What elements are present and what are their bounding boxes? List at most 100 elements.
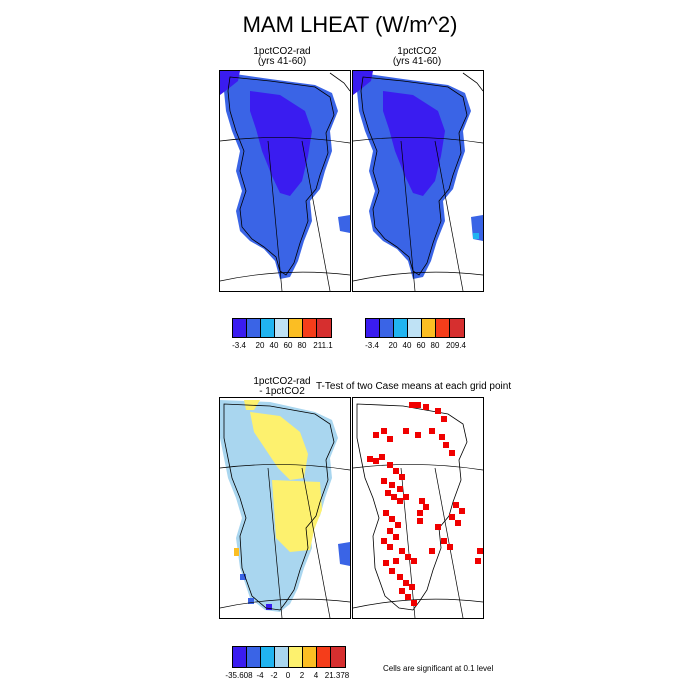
significant-cell bbox=[387, 544, 393, 550]
colorbar-label: 80 bbox=[297, 341, 307, 350]
greenland-map-2 bbox=[353, 71, 483, 291]
significant-cell bbox=[423, 504, 429, 510]
significant-cell bbox=[429, 428, 435, 434]
panel2-title-line1: 1pctCO2 bbox=[397, 46, 437, 57]
significant-cell bbox=[383, 560, 389, 566]
latitude-line-1 bbox=[353, 464, 483, 471]
map-panel-difference bbox=[219, 397, 351, 619]
significant-cell bbox=[441, 416, 447, 422]
colorbar-label: 209.4 bbox=[445, 341, 467, 350]
significant-cell bbox=[387, 462, 393, 468]
colorbar-box bbox=[380, 319, 394, 337]
significance-note: Cells are significant at 0.1 level bbox=[383, 664, 494, 673]
longitude-line-2 bbox=[434, 467, 464, 618]
latitude-line-2 bbox=[220, 271, 350, 282]
figure-title: MAM LHEAT (W/m^2) bbox=[242, 12, 458, 37]
colorbar-label: 40 bbox=[402, 341, 412, 350]
positive-region-north bbox=[250, 412, 308, 480]
greenland-map-ttest bbox=[353, 402, 483, 618]
latitude-line-1 bbox=[220, 464, 350, 471]
colorbar-label: -35.608 bbox=[225, 671, 253, 680]
interior-region bbox=[383, 91, 445, 196]
colorbar-box bbox=[303, 319, 317, 337]
interior-region bbox=[250, 91, 312, 196]
significant-cell bbox=[403, 428, 409, 434]
iceland-light-cell bbox=[473, 233, 479, 239]
coastline bbox=[223, 403, 335, 611]
colorbar-box bbox=[275, 319, 289, 337]
significant-cell bbox=[423, 404, 429, 410]
significant-cell bbox=[409, 402, 415, 408]
significant-cell bbox=[429, 548, 435, 554]
significant-cell bbox=[397, 486, 403, 492]
significant-cell bbox=[449, 514, 455, 520]
greenland-map-difference bbox=[220, 400, 350, 618]
colorbar-label: -4 bbox=[256, 671, 264, 680]
significant-cell bbox=[385, 490, 391, 496]
colorbar-label: 20 bbox=[388, 341, 398, 350]
colorbar-box bbox=[450, 319, 464, 337]
blue-cell-1 bbox=[240, 574, 246, 580]
colorbar-box bbox=[317, 647, 331, 667]
colorbar-label: 20 bbox=[255, 341, 265, 350]
significant-cell bbox=[393, 534, 399, 540]
colorbar-box bbox=[436, 319, 450, 337]
positive-region-south bbox=[272, 480, 322, 552]
panel3-title: 1pctCO2-rad - 1pctCO2 bbox=[237, 377, 327, 397]
panel4-title: T-Test of two Case means at each grid po… bbox=[316, 381, 512, 392]
significant-cell bbox=[453, 502, 459, 508]
longitude-line-1 bbox=[400, 467, 416, 618]
significant-cell bbox=[403, 494, 409, 500]
colorbar-label: 80 bbox=[430, 341, 440, 350]
longitude-line-2 bbox=[434, 140, 464, 291]
panel1-title: 1pctCO2-rad (yrs 41-60) bbox=[237, 47, 327, 67]
significant-cell bbox=[409, 584, 415, 590]
colorbar-box bbox=[247, 319, 261, 337]
significant-cell bbox=[439, 434, 445, 440]
longitude-line-1 bbox=[267, 467, 283, 618]
colorbar-box bbox=[233, 647, 247, 667]
iceland-patch bbox=[338, 542, 350, 566]
significant-cell bbox=[455, 520, 461, 526]
orange-cell-west bbox=[234, 548, 239, 556]
colorbar-label: -2 bbox=[270, 671, 278, 680]
blue-cell-2 bbox=[248, 598, 254, 604]
latitude-line-1 bbox=[220, 137, 350, 144]
significant-cell bbox=[411, 558, 417, 564]
colorbar-box bbox=[289, 647, 303, 667]
colorbar-label: 60 bbox=[416, 341, 426, 350]
colorbar-label: -3.4 bbox=[232, 341, 246, 350]
colorbar-panel2 bbox=[365, 318, 465, 338]
significant-cell bbox=[373, 458, 379, 464]
colorbar-box bbox=[261, 647, 275, 667]
ellesmere-coast bbox=[329, 72, 350, 92]
ellesmere-coast bbox=[462, 72, 483, 92]
longitude-line-2 bbox=[301, 467, 331, 618]
significant-cell bbox=[443, 442, 449, 448]
colorbar-box bbox=[261, 319, 275, 337]
colorbar-box bbox=[247, 647, 261, 667]
significant-cell bbox=[373, 432, 379, 438]
significant-cell bbox=[387, 528, 393, 534]
significant-cell bbox=[397, 574, 403, 580]
nw-corner-region bbox=[353, 71, 373, 95]
significant-cell bbox=[405, 554, 411, 560]
blue-cell-3 bbox=[266, 604, 272, 610]
significant-cell bbox=[441, 538, 447, 544]
longitude-line-1 bbox=[267, 140, 283, 291]
colorbar-box bbox=[275, 647, 289, 667]
significant-cell bbox=[381, 428, 387, 434]
significant-cell bbox=[393, 558, 399, 564]
significant-cell bbox=[477, 548, 483, 554]
significant-cell bbox=[389, 516, 395, 522]
longitude-line-2 bbox=[301, 140, 331, 291]
colorbar-difference bbox=[232, 646, 346, 668]
significant-cell bbox=[435, 408, 441, 414]
map-panel-1pctco2-rad bbox=[219, 70, 351, 292]
significant-cell bbox=[399, 548, 405, 554]
coastline bbox=[360, 76, 468, 276]
map-panel-ttest bbox=[352, 397, 484, 619]
colorbar-panel1 bbox=[232, 318, 332, 338]
colorbar-box bbox=[317, 319, 331, 337]
significant-cell bbox=[417, 518, 423, 524]
